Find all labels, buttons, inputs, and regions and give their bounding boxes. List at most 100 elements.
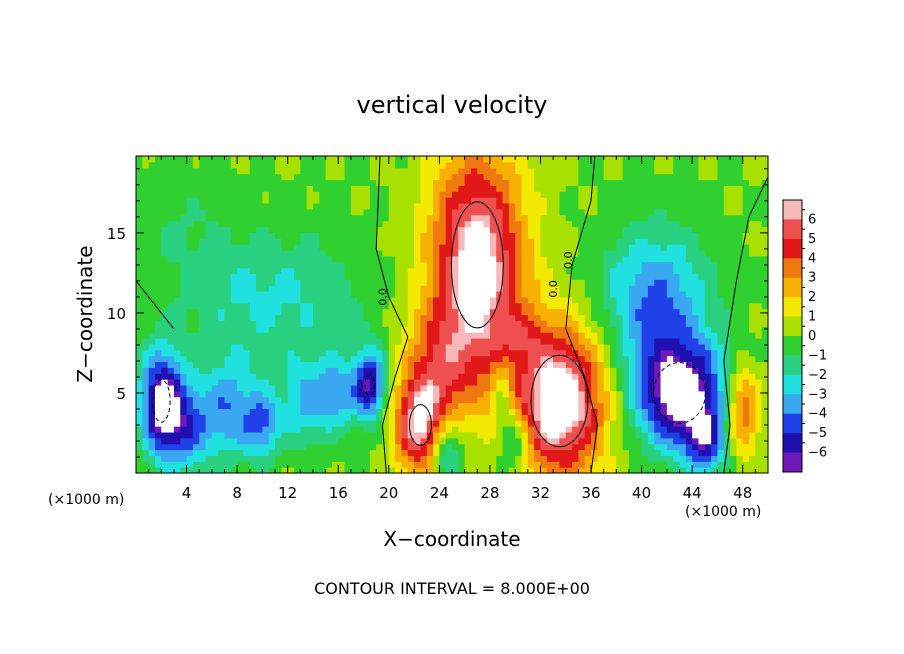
heat-cell: [401, 244, 409, 251]
heat-cell: [445, 285, 453, 292]
heat-cell: [540, 461, 548, 468]
heat-cell: [306, 396, 314, 404]
heat-cell: [167, 414, 175, 421]
heat-cell: [742, 238, 750, 245]
heat-cell: [148, 261, 156, 269]
heat-cell: [173, 197, 181, 204]
heat-cell: [755, 191, 763, 198]
heat-cell: [205, 214, 213, 222]
heat-cell: [426, 449, 434, 456]
heat-cell: [685, 402, 693, 410]
heat-cell: [287, 279, 295, 286]
heat-cell: [572, 273, 579, 280]
heat-cell: [534, 361, 542, 368]
heat-cell: [325, 449, 333, 456]
heat-cell: [698, 244, 706, 251]
heat-cell: [553, 455, 561, 462]
heat-cell: [369, 332, 377, 339]
heat-cell: [319, 255, 327, 263]
heat-cell: [534, 302, 542, 310]
heat-cell: [622, 273, 630, 280]
heat-cell: [755, 255, 763, 263]
heat-cell: [426, 179, 434, 186]
heat-cell: [477, 337, 485, 345]
heat-cell: [211, 232, 219, 239]
heat-cell: [249, 420, 257, 427]
heat-cell: [597, 402, 605, 410]
heat-cell: [325, 244, 333, 251]
heat-cell: [603, 467, 611, 474]
heat-cell: [483, 343, 491, 351]
heat-cell: [647, 367, 655, 374]
heat-cell: [180, 449, 188, 456]
heat-cell: [692, 361, 700, 368]
heat-cell: [319, 384, 327, 392]
heat-cell: [414, 308, 421, 316]
heat-cell: [711, 191, 719, 198]
heat-cell: [433, 285, 440, 292]
heat-cell: [591, 179, 598, 186]
heat-cell: [325, 355, 333, 363]
heat-cell: [192, 197, 200, 204]
heat-cell: [553, 202, 561, 210]
heat-cell: [477, 390, 485, 398]
heat-cell: [388, 326, 396, 333]
heat-cell: [704, 314, 712, 321]
heat-cell: [268, 396, 276, 404]
heat-cell: [312, 343, 320, 351]
heat-cell: [692, 202, 700, 210]
heat-cell: [597, 249, 605, 257]
heat-cell: [148, 249, 156, 257]
heat-cell: [723, 273, 731, 280]
heat-cell: [344, 302, 352, 310]
heat-cell: [483, 337, 491, 345]
heat-cell: [180, 396, 188, 404]
heat-cell: [515, 349, 523, 357]
heat-cell: [287, 261, 295, 269]
heat-cell: [230, 197, 238, 204]
heat-cell: [369, 197, 377, 204]
heat-cell: [382, 343, 390, 351]
heat-cell: [300, 367, 308, 374]
heat-cell: [711, 367, 719, 374]
heat-cell: [433, 302, 440, 310]
heat-cell: [666, 332, 674, 339]
heat-cell: [464, 431, 472, 439]
heat-cell: [173, 226, 181, 233]
heat-cell: [218, 249, 226, 257]
heat-cell: [654, 232, 662, 239]
heat-cell: [199, 267, 207, 275]
heat-cell: [464, 467, 472, 474]
heat-cell: [205, 185, 213, 192]
heat-cell: [647, 191, 655, 198]
heat-cell: [508, 361, 516, 368]
heat-cell: [350, 296, 358, 304]
heat-cell: [312, 179, 320, 186]
heat-cell: [306, 449, 314, 456]
heat-cell: [306, 214, 314, 222]
heat-cell: [553, 238, 561, 245]
heat-cell: [439, 179, 447, 186]
heat-cell: [489, 214, 497, 222]
heat-cell: [167, 273, 175, 280]
heat-cell: [382, 326, 390, 333]
heat-cell: [199, 249, 207, 257]
heat-cell: [136, 185, 143, 192]
heat-cell: [369, 426, 377, 433]
heat-cell: [591, 202, 598, 210]
heat-cell: [136, 449, 143, 456]
heat-cell: [540, 343, 548, 351]
heat-cell: [464, 238, 472, 245]
heat-cell: [628, 443, 636, 451]
heat-cell: [711, 384, 719, 392]
heat-cell: [312, 273, 320, 280]
heat-cell: [711, 390, 719, 398]
heat-cell: [376, 296, 384, 304]
heat-cell: [331, 326, 339, 333]
heat-cell: [685, 431, 693, 439]
heat-cell: [237, 384, 245, 392]
heat-cell: [350, 232, 358, 239]
heat-cell: [477, 308, 485, 316]
heat-cell: [527, 220, 535, 228]
heat-cell: [161, 384, 169, 392]
